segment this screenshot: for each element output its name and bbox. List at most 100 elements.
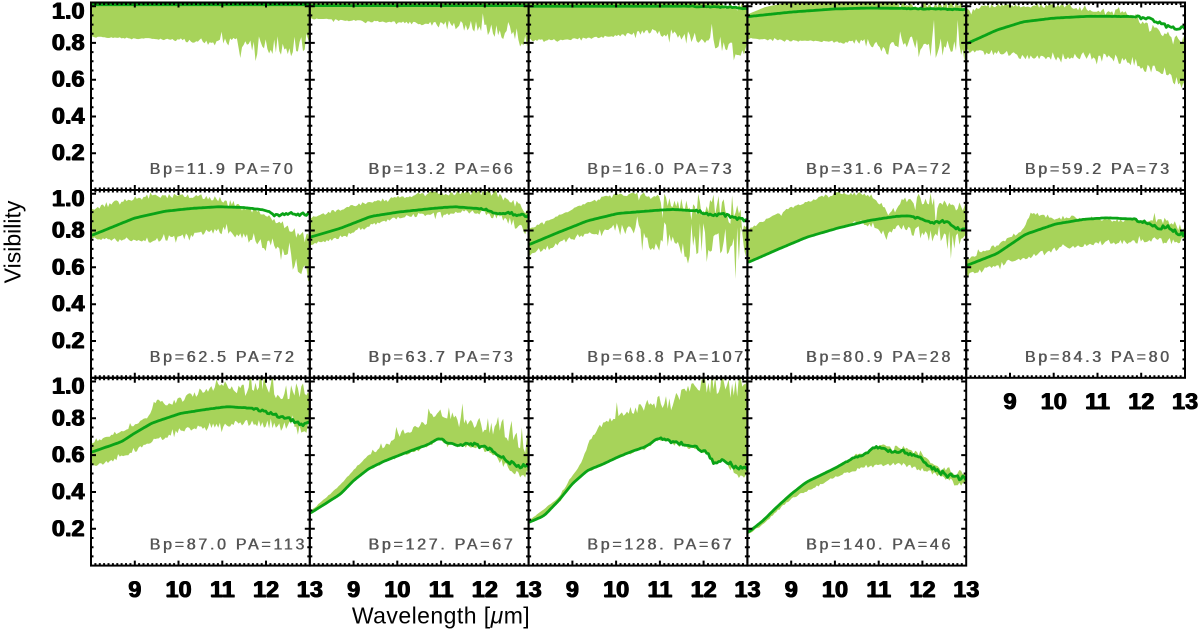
- svg-text:13: 13: [735, 577, 761, 603]
- svg-text:13: 13: [297, 576, 323, 602]
- svg-text:Bp=127. PA=67: Bp=127. PA=67: [369, 537, 516, 554]
- svg-text:13: 13: [953, 576, 979, 602]
- svg-text:12: 12: [691, 576, 717, 602]
- svg-text:0.8: 0.8: [52, 404, 85, 430]
- svg-text:10: 10: [385, 576, 411, 602]
- svg-text:0.6: 0.6: [51, 66, 84, 92]
- svg-text:10: 10: [165, 576, 191, 602]
- svg-text:9: 9: [128, 576, 141, 602]
- svg-text:9: 9: [784, 576, 797, 602]
- svg-text:11: 11: [1085, 388, 1110, 414]
- svg-text:10: 10: [822, 577, 848, 603]
- svg-text:12: 12: [472, 577, 498, 603]
- svg-text:12: 12: [1129, 389, 1155, 415]
- svg-text:0.4: 0.4: [51, 103, 84, 129]
- svg-text:11: 11: [867, 576, 892, 602]
- svg-text:0.8: 0.8: [52, 217, 85, 243]
- svg-text:Wavelength [μm]: Wavelength [μm]: [352, 603, 530, 629]
- svg-text:10: 10: [822, 576, 848, 602]
- svg-text:Bp=11.9 PA=70: Bp=11.9 PA=70: [150, 161, 296, 178]
- svg-text:12: 12: [690, 576, 716, 602]
- svg-text:1.0: 1.0: [52, 0, 85, 23]
- svg-text:1.0: 1.0: [51, 373, 84, 399]
- svg-text:0.8: 0.8: [52, 405, 85, 431]
- svg-text:13: 13: [515, 576, 541, 602]
- svg-text:Bp=63.7 PA=73: Bp=63.7 PA=73: [368, 349, 515, 366]
- svg-text:0.6: 0.6: [52, 253, 85, 279]
- svg-text:9: 9: [347, 577, 360, 603]
- svg-text:11: 11: [429, 577, 454, 603]
- svg-text:11: 11: [210, 577, 235, 603]
- svg-text:12: 12: [472, 576, 498, 602]
- svg-text:0.8: 0.8: [52, 29, 85, 55]
- svg-text:Bp=87.0 PA=113: Bp=87.0 PA=113: [150, 537, 307, 554]
- svg-text:13: 13: [734, 576, 760, 602]
- svg-text:Bp=13.2 PA=66: Bp=13.2 PA=66: [368, 161, 515, 178]
- svg-text:Bp=68.8 PA=107: Bp=68.8 PA=107: [587, 349, 746, 366]
- svg-text:11: 11: [1085, 388, 1110, 414]
- svg-text:10: 10: [604, 576, 630, 602]
- svg-text:9: 9: [1003, 389, 1016, 415]
- svg-text:0.4: 0.4: [52, 103, 85, 129]
- svg-text:Bp=128. PA=67: Bp=128. PA=67: [588, 537, 735, 554]
- svg-text:13: 13: [734, 577, 760, 603]
- svg-text:13: 13: [516, 577, 542, 603]
- svg-text:0.4: 0.4: [52, 290, 85, 316]
- svg-text:Bp=128. PA=67: Bp=128. PA=67: [587, 537, 734, 554]
- svg-text:13: 13: [954, 576, 980, 602]
- svg-text:11: 11: [1085, 389, 1110, 415]
- svg-text:0.6: 0.6: [52, 442, 85, 468]
- svg-text:Bp=62.5 PA=72: Bp=62.5 PA=72: [150, 349, 297, 366]
- svg-text:1.0: 1.0: [51, 185, 84, 211]
- svg-text:Bp=59.2 PA=73: Bp=59.2 PA=73: [1025, 161, 1172, 178]
- svg-text:Bp=87.0 PA=113: Bp=87.0 PA=113: [150, 537, 307, 554]
- svg-text:9: 9: [565, 576, 578, 602]
- svg-text:10: 10: [822, 577, 848, 603]
- svg-text:0.6: 0.6: [52, 254, 85, 280]
- svg-text:13: 13: [734, 576, 760, 602]
- svg-text:12: 12: [472, 577, 498, 603]
- svg-text:12: 12: [252, 576, 278, 602]
- svg-text:11: 11: [210, 576, 235, 602]
- svg-text:9: 9: [348, 576, 361, 602]
- svg-text:0.6: 0.6: [52, 254, 85, 280]
- svg-text:Bp=140. PA=46: Bp=140. PA=46: [806, 537, 953, 554]
- svg-text:Bp=80.9 PA=28: Bp=80.9 PA=28: [806, 349, 953, 366]
- svg-text:13: 13: [297, 577, 323, 603]
- svg-text:Bp=13.2 PA=66: Bp=13.2 PA=66: [369, 161, 516, 178]
- svg-text:13: 13: [1172, 388, 1198, 414]
- svg-text:Bp=84.3 PA=80: Bp=84.3 PA=80: [1025, 349, 1172, 366]
- svg-text:11: 11: [429, 576, 454, 602]
- svg-text:13: 13: [516, 576, 542, 602]
- svg-text:11: 11: [647, 576, 672, 602]
- svg-text:11: 11: [866, 576, 891, 602]
- svg-text:1.0: 1.0: [52, 373, 85, 399]
- svg-text:1.0: 1.0: [52, 373, 85, 399]
- svg-text:0.4: 0.4: [52, 478, 85, 504]
- svg-text:12: 12: [253, 577, 279, 603]
- svg-text:0.2: 0.2: [52, 327, 85, 353]
- svg-text:11: 11: [866, 577, 891, 603]
- svg-text:9: 9: [566, 577, 579, 603]
- svg-text:Bp=80.9 PA=28: Bp=80.9 PA=28: [806, 349, 953, 366]
- svg-text:1.0: 1.0: [52, 0, 85, 23]
- svg-text:12: 12: [1129, 388, 1155, 414]
- svg-text:Bp=140. PA=46: Bp=140. PA=46: [806, 537, 953, 554]
- svg-text:10: 10: [384, 576, 410, 602]
- svg-text:1.0: 1.0: [52, 373, 85, 399]
- svg-text:0.6: 0.6: [52, 253, 85, 279]
- svg-text:0.2: 0.2: [52, 515, 85, 541]
- svg-text:0.4: 0.4: [52, 291, 85, 317]
- svg-text:1.0: 1.0: [51, 0, 84, 23]
- svg-text:12: 12: [1128, 388, 1154, 414]
- svg-text:12: 12: [253, 577, 279, 603]
- svg-text:0.4: 0.4: [52, 103, 85, 129]
- svg-text:9: 9: [566, 577, 579, 603]
- svg-text:9: 9: [785, 577, 798, 603]
- svg-text:0.4: 0.4: [52, 479, 85, 505]
- svg-text:0.2: 0.2: [52, 140, 85, 166]
- svg-text:12: 12: [472, 576, 498, 602]
- svg-text:Bp=62.5 PA=72: Bp=62.5 PA=72: [150, 349, 297, 366]
- svg-text:0.2: 0.2: [52, 140, 85, 166]
- svg-text:0.6: 0.6: [52, 66, 85, 92]
